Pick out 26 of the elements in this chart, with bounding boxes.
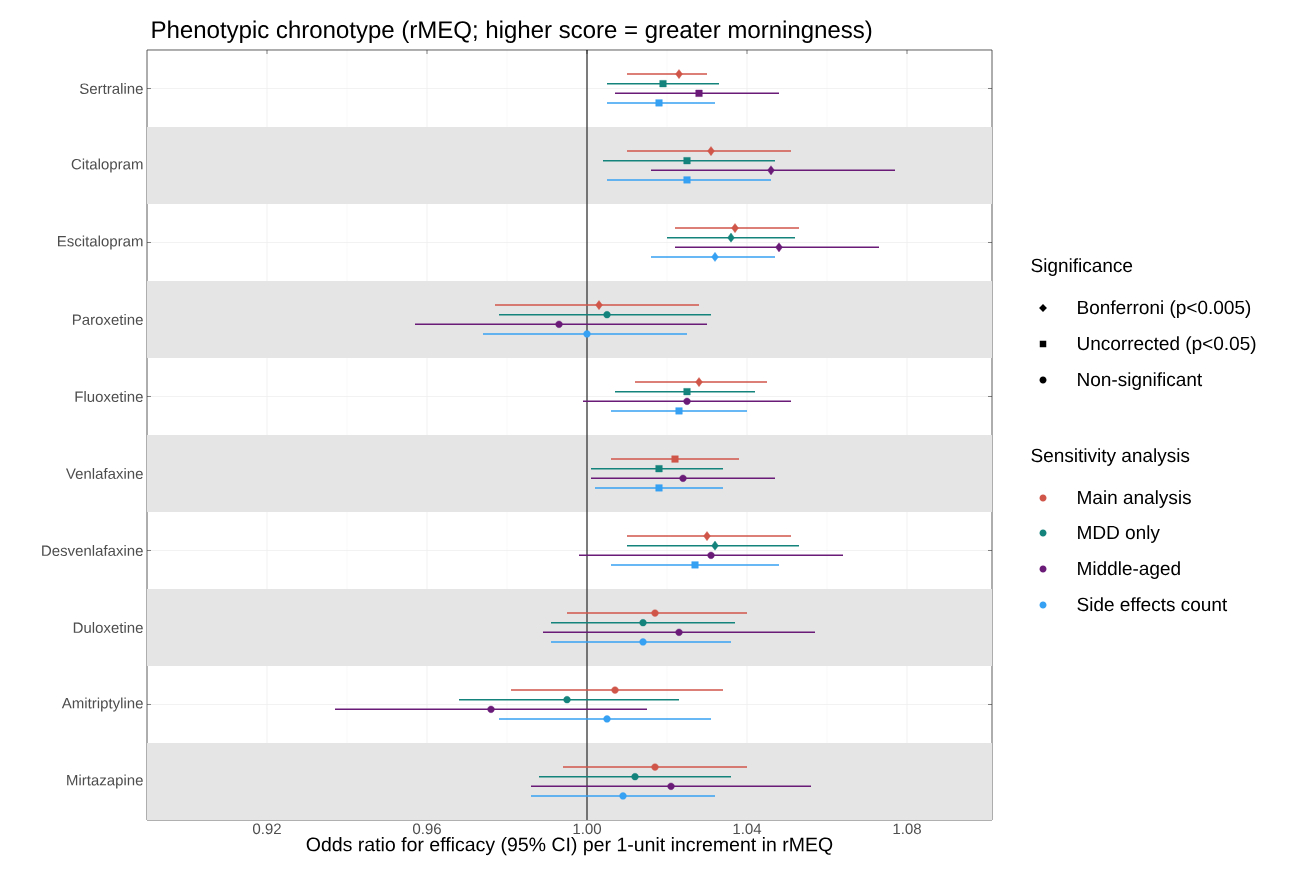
y-tick-label: Paroxetine bbox=[72, 313, 143, 325]
y-tick-label: Desvenlafaxine bbox=[42, 544, 143, 556]
legend-label: Non-significant bbox=[1078, 372, 1203, 390]
x-tick-label: 1.08 bbox=[893, 823, 921, 835]
y-tick-label: Venlafaxine bbox=[65, 467, 143, 479]
legend-label: Middle-aged bbox=[1078, 561, 1180, 579]
x-tick-label: 0.92 bbox=[252, 823, 281, 835]
x-axis-title: Odds ratio for efficacy (95% CI) per 1-unit increment in rMEQ bbox=[306, 837, 833, 856]
x-tick-label: 1.00 bbox=[573, 823, 602, 835]
legend-label: Uncorrected (p<0.05) bbox=[1078, 336, 1256, 354]
legend-label: Bonferroni (p<0.005) bbox=[1078, 300, 1251, 318]
y-tick-label: Duloxetine bbox=[73, 621, 143, 633]
text: Significance bbox=[1031, 258, 1133, 276]
legend-label: Side effects count bbox=[1077, 597, 1228, 612]
legend-label: MDD only bbox=[1078, 525, 1160, 543]
y-tick-label: Mirtazapine bbox=[67, 774, 143, 789]
y-tick-label: Fluoxetine bbox=[75, 390, 143, 402]
chart-title: Phenotypic chronotype (rMEQ; higher score = greater morningness) bbox=[152, 20, 872, 43]
y-tick-label: Amitriptyline bbox=[61, 697, 143, 712]
x-tick-label: 0.96 bbox=[412, 823, 441, 835]
legend-label: Main analysis bbox=[1078, 490, 1191, 508]
y-tick-label: Escitalopram bbox=[58, 235, 143, 250]
x-tick-label: 1.04 bbox=[733, 823, 762, 835]
y-tick-label: Sertraline bbox=[79, 82, 143, 94]
y-tick-label: Citalopram bbox=[71, 158, 143, 173]
text: Sensitivity analysis bbox=[1031, 448, 1190, 466]
